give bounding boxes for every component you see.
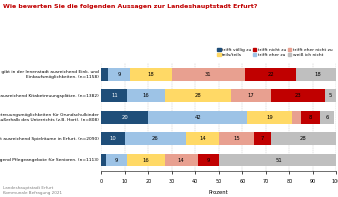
Bar [101,89,127,102]
Bar [108,68,129,81]
Bar [247,111,292,124]
X-axis label: Prozent: Prozent [209,190,229,195]
Text: 5: 5 [329,93,332,98]
Text: 6: 6 [325,115,329,120]
Text: 18: 18 [147,72,154,77]
Bar [219,154,338,166]
Bar [231,89,270,102]
Text: 16: 16 [143,93,149,98]
Text: 9: 9 [207,158,210,163]
Bar [129,68,172,81]
Bar [219,132,254,145]
Text: 7: 7 [261,136,264,141]
Bar [106,154,127,166]
Text: 20: 20 [122,115,128,120]
Bar [324,89,336,102]
Text: 31: 31 [205,72,212,77]
Bar [148,111,247,124]
Bar [292,111,301,124]
Bar [320,111,334,124]
Text: 11: 11 [111,93,118,98]
Text: 14: 14 [178,158,185,163]
Text: 18: 18 [314,72,321,77]
Bar [301,111,320,124]
Text: Wie bewerten Sie die folgenden Aussagen zur Landeshauptstadt Erfurt?: Wie bewerten Sie die folgenden Aussagen … [3,4,258,9]
Bar [186,132,219,145]
Bar [101,132,125,145]
Text: 15: 15 [233,136,240,141]
Legend: trifft völlig zu, teils/teils, trifft nicht zu, trifft eher zu, trifft eher nich: trifft völlig zu, teils/teils, trifft ni… [215,46,334,59]
Text: 28: 28 [300,136,307,141]
Text: 23: 23 [294,93,301,98]
Text: 14: 14 [199,136,206,141]
Bar [101,111,148,124]
Bar [127,154,165,166]
Bar [296,68,338,81]
Text: 42: 42 [194,115,201,120]
Bar [165,154,198,166]
Text: 26: 26 [152,136,159,141]
Bar [101,68,108,81]
Text: 9: 9 [115,158,118,163]
Text: 9: 9 [117,72,121,77]
Bar [198,154,219,166]
Text: 17: 17 [247,93,254,98]
Bar [254,132,270,145]
Text: 22: 22 [267,72,274,77]
Text: 28: 28 [194,93,201,98]
Text: 51: 51 [275,158,282,163]
Text: Landeshauptstadt Erfurt
Kommunale Befragung 2021: Landeshauptstadt Erfurt Kommunale Befrag… [3,186,63,195]
Text: 19: 19 [266,115,273,120]
Bar [270,132,336,145]
Text: 8: 8 [309,115,312,120]
Bar [125,132,186,145]
Bar [270,89,324,102]
Bar [101,154,106,166]
Bar [165,89,231,102]
Text: 16: 16 [143,158,149,163]
Bar [127,89,165,102]
Text: 10: 10 [110,136,117,141]
Bar [172,68,245,81]
Bar [245,68,296,81]
